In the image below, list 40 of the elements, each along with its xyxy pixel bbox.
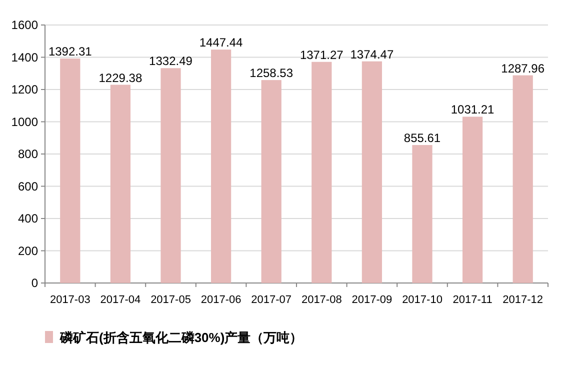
x-tick-label: 2017-08 (301, 294, 342, 306)
y-tick-label: 400 (18, 212, 38, 226)
bar (110, 84, 131, 283)
bar (462, 116, 483, 283)
data-label: 1392.31 (48, 44, 92, 58)
y-tick-label: 1000 (11, 114, 38, 129)
x-tick-label: 2017-05 (150, 294, 191, 306)
legend-label: 磷矿石(折含五氧化二磷30%)产量（万吨） (59, 330, 303, 345)
data-label: 1258.53 (250, 66, 294, 80)
x-tick-label: 2017-09 (352, 294, 392, 306)
data-label: 1332.49 (149, 54, 193, 68)
bar (160, 68, 181, 283)
data-label: 1447.44 (199, 36, 244, 50)
x-tick-label: 2017-07 (251, 294, 292, 306)
data-label: 1229.38 (98, 70, 142, 85)
data-label: 1287.96 (501, 61, 545, 76)
y-tick-label: 1400 (11, 50, 38, 64)
bar (312, 62, 332, 283)
data-label: 1031.21 (450, 102, 495, 117)
data-label: 1374.47 (350, 47, 394, 62)
bar (512, 75, 533, 283)
x-tick-label: 2017-04 (100, 294, 141, 306)
bar (412, 145, 432, 283)
x-tick-label: 2017-11 (452, 294, 492, 306)
data-label: 1371.27 (300, 48, 344, 62)
x-tick-label: 2017-06 (200, 294, 242, 306)
bar (261, 80, 282, 283)
bar (362, 61, 382, 283)
data-label: 855.61 (404, 131, 441, 146)
x-tick-label: 2017-12 (502, 294, 544, 306)
y-tick-label: 800 (18, 147, 38, 161)
bar (210, 50, 232, 283)
x-tick-label: 2017-03 (50, 294, 90, 306)
y-tick-label: 0 (31, 276, 38, 290)
y-tick-label: 200 (18, 244, 38, 258)
y-tick-label: 600 (18, 179, 38, 194)
y-tick-label: 1200 (11, 82, 38, 96)
x-tick-label: 2017-10 (402, 294, 442, 306)
bar (60, 58, 80, 283)
y-tick-label: 1600 (11, 18, 38, 32)
